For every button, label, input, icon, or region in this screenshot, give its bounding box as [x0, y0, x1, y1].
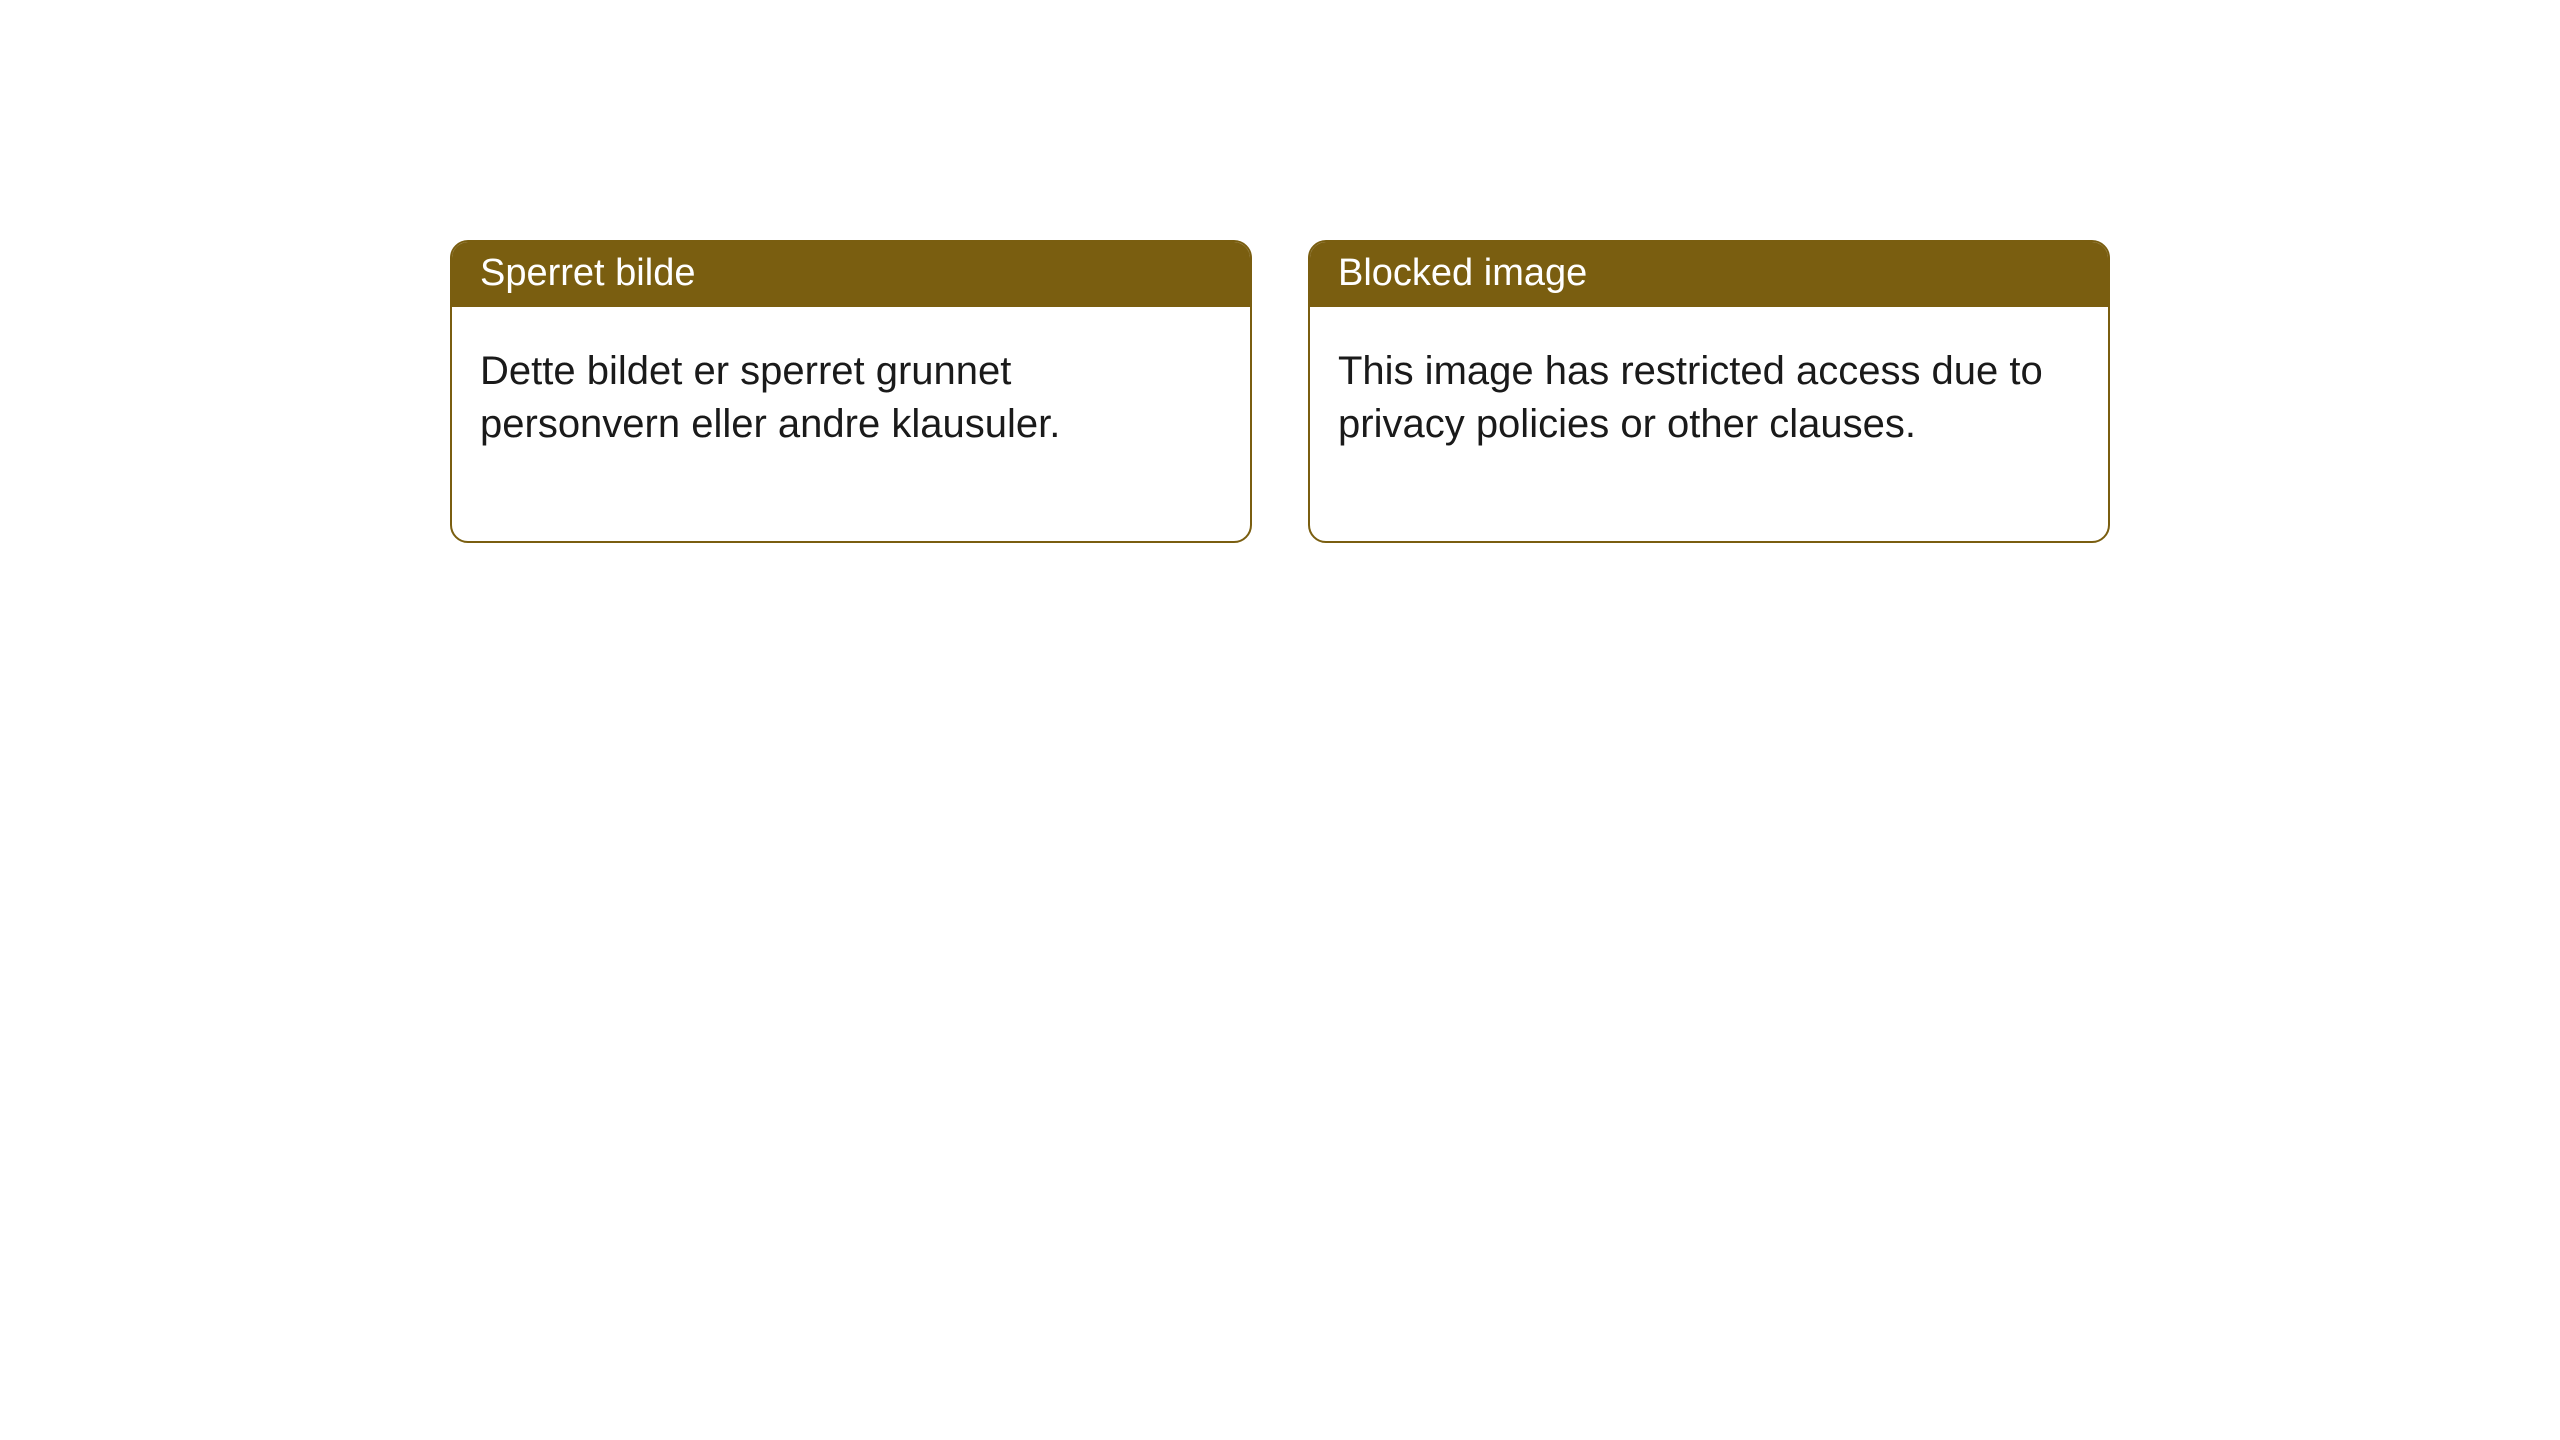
- notice-header-no: Sperret bilde: [452, 242, 1250, 307]
- notice-container: Sperret bilde Dette bildet er sperret gr…: [450, 240, 2110, 543]
- notice-card-no: Sperret bilde Dette bildet er sperret gr…: [450, 240, 1252, 543]
- notice-card-en: Blocked image This image has restricted …: [1308, 240, 2110, 543]
- notice-body-en: This image has restricted access due to …: [1310, 307, 2108, 541]
- notice-header-en: Blocked image: [1310, 242, 2108, 307]
- notice-body-no: Dette bildet er sperret grunnet personve…: [452, 307, 1250, 541]
